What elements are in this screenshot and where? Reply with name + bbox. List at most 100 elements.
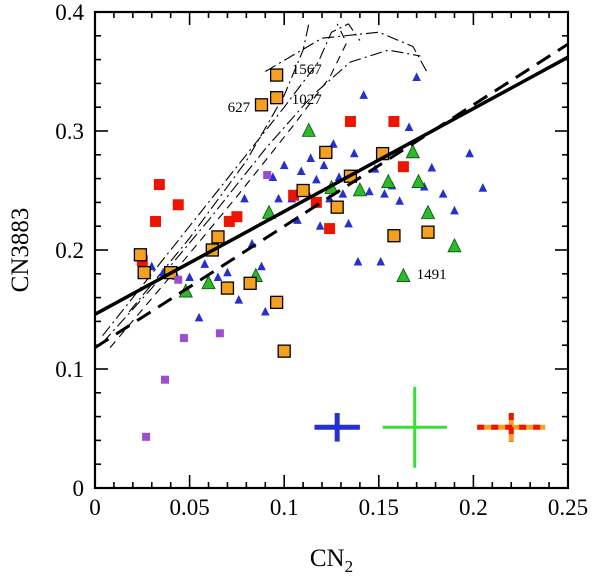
y-tick-label: 0.3 bbox=[55, 119, 84, 144]
x-tick-label: 0.2 bbox=[459, 495, 488, 520]
red-squares-marker bbox=[153, 179, 165, 191]
blue-triangles-marker bbox=[260, 306, 270, 316]
blue-triangles-marker bbox=[344, 218, 353, 228]
green-error-cross bbox=[382, 386, 447, 468]
orange-squares-marker bbox=[387, 229, 401, 243]
orange-squares-marker bbox=[243, 276, 257, 290]
blue-triangles-marker bbox=[257, 261, 266, 271]
blue-triangles-marker bbox=[353, 256, 363, 266]
purple-squares-marker bbox=[179, 334, 188, 343]
blue-triangles-marker bbox=[412, 72, 421, 82]
blue-triangles-marker bbox=[478, 183, 488, 192]
orange-squares-marker bbox=[133, 248, 148, 262]
blue-triangles-marker bbox=[296, 166, 306, 176]
orange-error-cross bbox=[477, 413, 546, 442]
green-triangles-marker bbox=[301, 122, 316, 137]
blue-triangles-marker bbox=[293, 215, 302, 224]
blue-triangles-marker bbox=[438, 189, 448, 198]
red-squares-marker bbox=[172, 199, 184, 211]
red-squares-marker bbox=[310, 196, 322, 208]
plot-frame bbox=[93, 10, 570, 490]
series-green-triangles bbox=[178, 122, 462, 298]
blue-triangles-marker bbox=[185, 272, 194, 281]
orange-squares-marker bbox=[220, 281, 235, 295]
red-squares-marker bbox=[388, 115, 400, 127]
orange-squares-marker bbox=[269, 68, 284, 82]
blue-triangles-marker bbox=[329, 139, 338, 148]
model-track-4 bbox=[128, 23, 310, 313]
green-triangles-marker bbox=[201, 274, 216, 290]
blue-triangles-marker bbox=[312, 174, 321, 184]
blue-triangles-marker bbox=[404, 122, 414, 132]
blue-error-cross bbox=[314, 413, 360, 442]
y-tick-label: 0.4 bbox=[55, 0, 84, 25]
y-tick-label: 0.2 bbox=[55, 238, 84, 263]
orange-squares-marker bbox=[137, 265, 151, 280]
model-track-1 bbox=[102, 49, 421, 344]
blue-triangles-marker bbox=[450, 205, 459, 215]
y-tick-label: 0.1 bbox=[55, 357, 84, 382]
axis-ticks bbox=[94, 11, 569, 489]
model-track-5 bbox=[265, 31, 429, 75]
purple-squares-marker bbox=[161, 375, 170, 384]
solid-fit-line bbox=[94, 55, 569, 316]
y-tick-label: 0 bbox=[73, 476, 85, 501]
red-squares-marker bbox=[324, 223, 336, 235]
series-purple-squares bbox=[142, 171, 272, 441]
green-triangles-marker bbox=[411, 173, 426, 188]
blue-triangles-marker bbox=[213, 272, 223, 281]
blue-triangles-marker bbox=[319, 160, 329, 170]
blue-triangles-marker bbox=[465, 148, 474, 158]
green-triangles-marker bbox=[447, 238, 462, 253]
blue-triangles-marker bbox=[194, 312, 204, 322]
model-track-2 bbox=[102, 23, 361, 337]
blue-triangles-marker bbox=[395, 196, 404, 205]
blue-triangles-marker bbox=[338, 189, 348, 198]
series-orange-squares bbox=[133, 68, 435, 358]
purple-squares-marker bbox=[142, 432, 151, 441]
green-triangles-marker bbox=[405, 144, 420, 159]
blue-triangles-marker bbox=[223, 267, 232, 277]
annotation-1027: 1027 bbox=[292, 92, 323, 108]
orange-squares-marker bbox=[269, 91, 284, 105]
blue-triangles-marker bbox=[365, 186, 374, 196]
red-squares-marker bbox=[344, 115, 356, 127]
annotation-1567: 1567 bbox=[292, 62, 323, 78]
blue-triangles-marker bbox=[234, 294, 244, 304]
blue-triangles-marker bbox=[279, 160, 289, 170]
annotation-1491: 1491 bbox=[417, 267, 447, 283]
blue-triangles-marker bbox=[349, 148, 359, 158]
annotation-627: 627 bbox=[228, 100, 251, 116]
green-triangles-marker bbox=[396, 267, 411, 282]
red-squares-marker bbox=[288, 189, 300, 201]
red-squares-marker bbox=[231, 211, 243, 223]
orange-squares-marker bbox=[269, 295, 284, 310]
orange-squares-marker bbox=[319, 145, 333, 160]
purple-squares-marker bbox=[263, 171, 272, 180]
purple-squares-marker bbox=[215, 329, 224, 338]
orange-squares-marker bbox=[254, 98, 269, 112]
orange-squares-marker bbox=[421, 225, 435, 239]
x-tick-label: 0.25 bbox=[548, 495, 588, 520]
x-tick-label: 0.15 bbox=[359, 495, 399, 520]
x-tick-label: 0.05 bbox=[169, 495, 209, 520]
green-triangles-marker bbox=[381, 173, 396, 188]
x-axis-label: CN2 bbox=[310, 545, 353, 576]
x-tick-label: 0 bbox=[89, 495, 101, 520]
orange-squares-marker bbox=[211, 230, 225, 244]
blue-triangles-marker bbox=[315, 221, 325, 230]
green-triangles-marker bbox=[420, 204, 436, 219]
orange-squares-marker bbox=[277, 344, 291, 358]
orange-squares-marker bbox=[296, 183, 310, 198]
blue-triangles-marker bbox=[380, 189, 389, 198]
blue-triangles-marker bbox=[274, 193, 283, 203]
red-squares-marker bbox=[223, 215, 235, 227]
purple-squares-marker bbox=[174, 275, 183, 284]
red-squares-marker bbox=[397, 161, 409, 173]
green-triangles-marker bbox=[352, 182, 368, 197]
blue-triangles-marker bbox=[359, 90, 368, 99]
blue-triangles-marker bbox=[306, 153, 316, 162]
blue-triangles-marker bbox=[376, 256, 386, 266]
